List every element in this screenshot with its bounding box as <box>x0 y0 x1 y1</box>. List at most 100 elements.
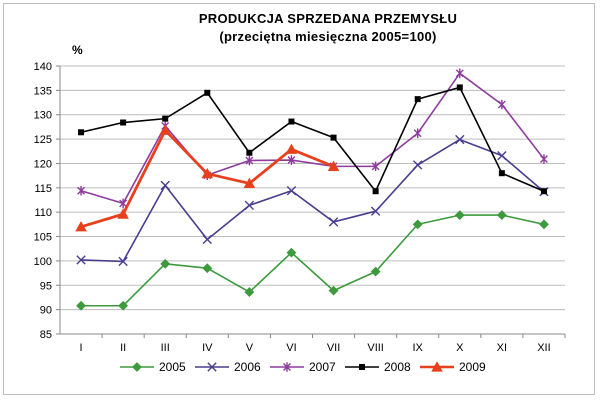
legend-item: 2006 <box>195 360 261 374</box>
data-point <box>245 155 254 166</box>
y-axis-ticks: 85 90 95 100 105 110 115 120 125 130 135 140 <box>34 61 52 341</box>
legend-label: 2009 <box>459 360 486 374</box>
data-point <box>328 217 339 227</box>
data-point <box>119 198 128 209</box>
series-2005 <box>76 210 549 311</box>
legend-marker <box>283 362 291 372</box>
x-tick-label: XI <box>497 342 507 354</box>
data-point <box>414 96 421 103</box>
data-point <box>455 68 464 79</box>
x-tick-label: X <box>456 342 464 354</box>
data-point <box>370 266 381 277</box>
data-point <box>120 119 127 126</box>
y-tick-label: 120 <box>34 158 52 170</box>
series-line <box>80 86 545 193</box>
legend-marker <box>207 362 217 372</box>
chart-title: PRODUKCJA SPRZEDANA PRZEMYSŁU <box>199 11 457 26</box>
y-tick-label: 135 <box>34 85 52 97</box>
y-tick-label: 100 <box>34 256 52 268</box>
y-tick-label: 125 <box>34 134 52 146</box>
data-point <box>412 219 423 230</box>
x-axis-ticks: I II III IV V VI VII VIII IX X XI XII <box>80 334 566 354</box>
legend-item: 2007 <box>270 360 336 374</box>
legend-marker <box>132 362 142 372</box>
legend-item: 2008 <box>345 360 411 374</box>
x-tick-label: I <box>80 342 83 354</box>
data-point <box>497 150 507 161</box>
y-tick-label: 115 <box>34 183 52 195</box>
legend-item: 2005 <box>120 360 186 374</box>
data-point <box>160 180 170 191</box>
x-tick-label: IV <box>202 342 213 354</box>
data-point <box>286 247 297 258</box>
data-point <box>160 258 171 269</box>
series-2009 <box>75 124 340 232</box>
data-point <box>201 167 214 179</box>
data-point <box>202 263 213 274</box>
series-2008 <box>78 84 547 195</box>
legend-label: 2007 <box>309 360 336 374</box>
data-point <box>117 208 129 219</box>
data-point <box>244 287 255 298</box>
data-point <box>330 134 337 141</box>
legend-item: 2009 <box>420 360 486 374</box>
x-tick-label: XII <box>537 342 550 354</box>
data-point <box>202 234 212 245</box>
data-point <box>78 129 85 136</box>
gridlines <box>56 65 565 335</box>
y-axis-unit: % <box>72 43 83 57</box>
data-point <box>76 255 86 265</box>
x-tick-label: VII <box>327 342 340 354</box>
data-point <box>204 89 211 96</box>
data-point <box>246 149 253 156</box>
y-tick-label: 110 <box>34 207 52 219</box>
legend-marker <box>431 361 443 372</box>
y-tick-label: 85 <box>40 329 52 341</box>
legend-label: 2005 <box>159 360 186 374</box>
data-point <box>159 124 171 135</box>
x-tick-label: VI <box>286 342 296 354</box>
data-point <box>497 99 506 110</box>
data-point <box>370 206 381 216</box>
series-2007 <box>77 68 548 209</box>
data-point <box>76 300 86 311</box>
data-point <box>118 300 129 311</box>
chart-subtitle: (przeciętna miesięczna 2005=100) <box>219 29 436 44</box>
data-point <box>77 185 85 196</box>
series-line <box>81 138 545 263</box>
data-point <box>456 84 463 91</box>
data-point <box>285 143 298 154</box>
data-point <box>413 160 423 170</box>
data-point <box>244 200 255 211</box>
legend-label: 2008 <box>384 360 411 374</box>
legend-marker <box>359 364 365 370</box>
data-point <box>243 177 256 189</box>
y-tick-label: 140 <box>34 61 52 73</box>
y-tick-label: 105 <box>34 232 52 244</box>
data-point <box>498 170 505 177</box>
legend-label: 2006 <box>234 360 261 374</box>
data-point <box>413 128 422 139</box>
x-tick-label: II <box>120 342 126 354</box>
data-point <box>372 188 379 195</box>
data-point <box>288 118 295 125</box>
x-tick-label: IX <box>413 342 424 354</box>
data-point <box>454 210 465 221</box>
legend: 2005 2006 2007 2008 2009 <box>120 360 486 374</box>
data-point <box>118 256 128 267</box>
x-tick-label: III <box>161 342 170 354</box>
y-tick-label: 95 <box>40 280 52 292</box>
data-point <box>455 134 465 145</box>
y-tick-label: 90 <box>40 305 52 317</box>
series-2006 <box>76 134 549 267</box>
x-tick-label: VIII <box>367 342 384 354</box>
data-point <box>328 285 339 296</box>
y-tick-label: 130 <box>34 110 52 122</box>
data-point <box>327 160 340 171</box>
data-point <box>162 115 169 122</box>
data-point <box>287 155 296 165</box>
series-line <box>80 72 545 205</box>
data-point <box>75 221 87 232</box>
data-point <box>540 188 547 195</box>
